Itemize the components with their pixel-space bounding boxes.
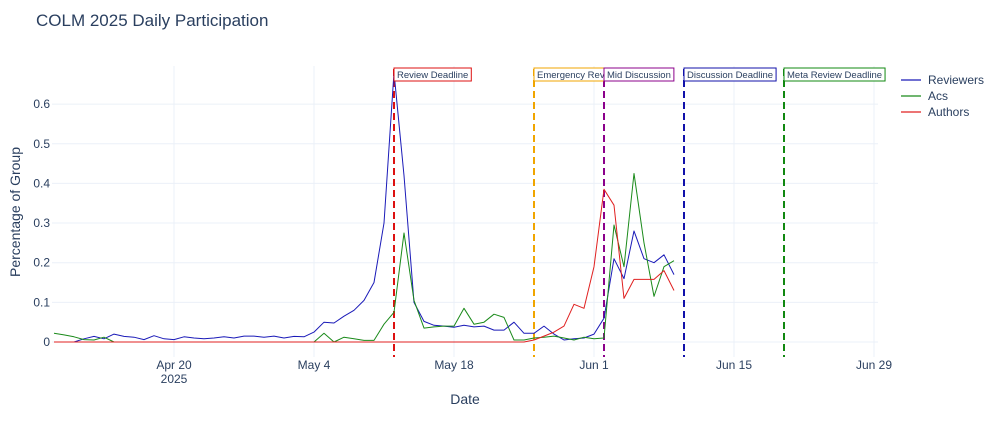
deadline-label-box [683, 67, 777, 82]
deadline-label-box [783, 67, 886, 82]
legend-label: Reviewers [928, 73, 984, 87]
legend-item-reviewers[interactable]: Reviewers [901, 73, 984, 87]
x-tick-label: Jun 1 [579, 358, 609, 372]
legend-item-authors[interactable]: Authors [901, 105, 969, 119]
deadline-lines [393, 69, 785, 357]
y-tick-label: 0.6 [33, 97, 50, 111]
grid [52, 66, 878, 357]
y-tick-label: 0.2 [33, 256, 50, 270]
y-tick-label: 0 [43, 335, 50, 349]
legend-label: Authors [928, 105, 969, 119]
deadline-label-box [393, 67, 472, 82]
y-tick-label: 0.1 [33, 295, 50, 309]
deadline-label-text: Emergency Revi [537, 70, 607, 81]
deadline-label: Emergency Revi [533, 67, 607, 82]
y-axis-label: Percentage of Group [7, 147, 23, 277]
x-tick-label: Jun 29 [856, 358, 892, 372]
series-line-reviewers [54, 71, 675, 343]
series-lines [53, 71, 675, 343]
deadline-label: Review Deadline [393, 67, 472, 82]
y-tick-label: 0.4 [33, 176, 50, 190]
deadline-label: Meta Review Deadline [783, 67, 886, 82]
deadline-label: Mid Discussion [603, 67, 675, 82]
deadline-label-text: Mid Discussion [607, 70, 671, 81]
deadline-label-text: Meta Review Deadline [787, 70, 882, 81]
x-tick-label: Apr 20 [156, 358, 192, 372]
x-tick-label: May 4 [298, 358, 331, 372]
x-tick-sublabel: 2025 [161, 372, 188, 386]
deadline-label-text: Discussion Deadline [687, 70, 773, 81]
deadline-label-box [603, 67, 675, 82]
x-tick-label: Jun 15 [716, 358, 752, 372]
y-tick-label: 0.5 [33, 137, 50, 151]
chart-title: COLM 2025 Daily Participation [36, 11, 268, 30]
legend[interactable]: Reviewers Acs Authors [901, 73, 984, 119]
deadline-label-text: Review Deadline [397, 70, 468, 81]
deadline-label: Discussion Deadline [683, 67, 777, 82]
y-axis-ticks: 0 0.1 0.2 0.3 0.4 0.5 0.6 [33, 97, 50, 349]
legend-item-acs[interactable]: Acs [901, 89, 948, 103]
legend-label: Acs [928, 89, 948, 103]
series-line-acs [53, 173, 675, 343]
x-tick-label: May 18 [434, 358, 474, 372]
x-axis-label: Date [450, 391, 480, 407]
series-line-authors [54, 188, 675, 343]
y-tick-label: 0.3 [33, 216, 50, 230]
deadline-labels: Review Deadline Emergency Revi Mid Discuss… [393, 67, 886, 82]
